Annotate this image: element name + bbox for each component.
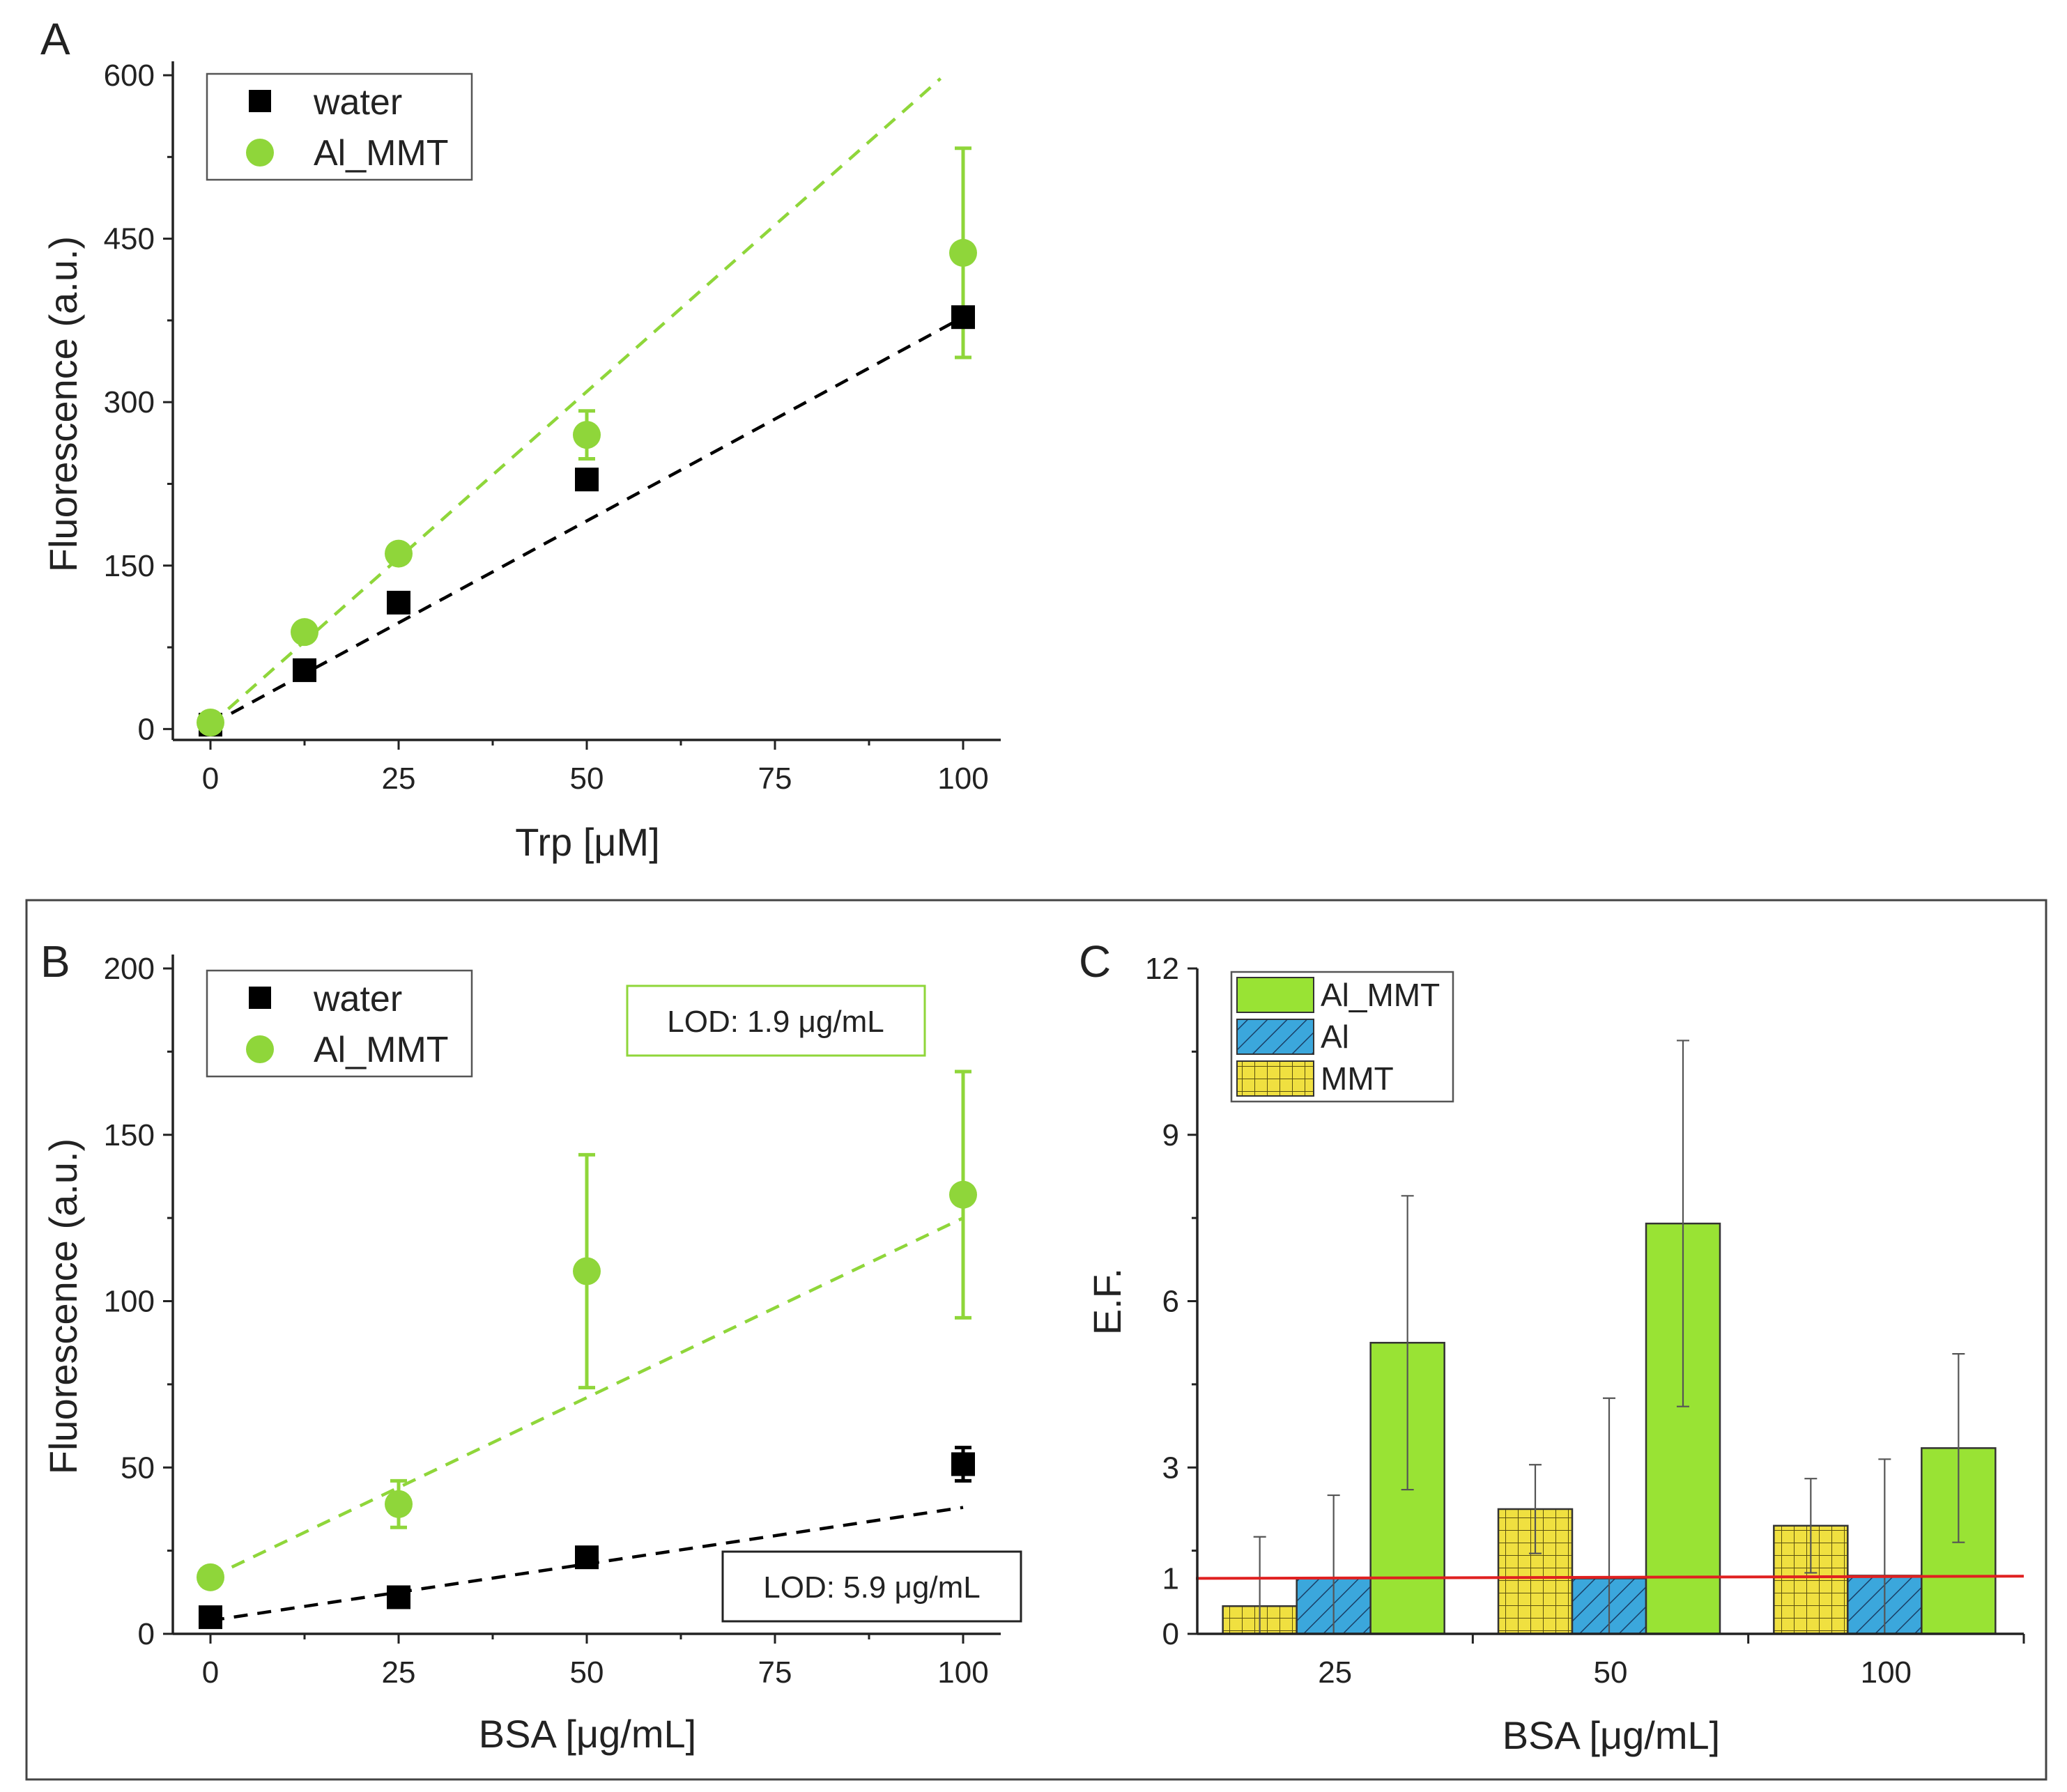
legend-almmt-label: Al_MMT bbox=[314, 1030, 449, 1070]
panel-b-axes bbox=[163, 955, 1001, 1644]
legend-almmt-swatch bbox=[1236, 977, 1314, 1013]
b-xtick-label: 50 bbox=[570, 1655, 604, 1690]
panel-a: A 0 25 50 75 100 0 150 300 450 600 Trp [… bbox=[40, 14, 1001, 864]
panel-b-error-bars bbox=[390, 1069, 971, 1529]
a-xtick-label: 0 bbox=[202, 762, 219, 796]
panel-c-axes bbox=[1188, 967, 2025, 1644]
c-xtick-label: 25 bbox=[1318, 1655, 1352, 1690]
c-ytick-label: 0 bbox=[1162, 1617, 1179, 1651]
panel-b-legend: water Al_MMT bbox=[206, 969, 473, 1078]
panel-c: C 25 50 100 0 3 6 9 12 1 BSA [μg/mL] E.F… bbox=[1079, 936, 2025, 1757]
water-point bbox=[575, 468, 599, 492]
al-mmt-point bbox=[385, 539, 413, 568]
legend-almmt-label: Al_MMT bbox=[1321, 977, 1440, 1013]
a-ytick-label: 450 bbox=[104, 222, 155, 256]
panel-a-fit-lines bbox=[209, 77, 965, 727]
b-ytick-label: 200 bbox=[104, 952, 155, 986]
water-point bbox=[199, 1605, 222, 1630]
panel-a-error-bars bbox=[578, 146, 971, 461]
legend-water-label: water bbox=[313, 82, 402, 123]
panel-bc-frame bbox=[25, 899, 2047, 1781]
lod-green-label: LOD: 1.9 μg/mL bbox=[667, 1005, 884, 1039]
c-x-axis-label: BSA [μg/mL] bbox=[1503, 1713, 1720, 1757]
water-point bbox=[387, 1585, 410, 1609]
b-xtick-label: 75 bbox=[758, 1655, 792, 1690]
a-ytick-label: 0 bbox=[138, 712, 155, 746]
fit-line bbox=[209, 316, 965, 727]
al-mmt-point bbox=[197, 1563, 224, 1591]
panel-b-letter: B bbox=[40, 936, 70, 987]
water-point bbox=[575, 1545, 599, 1570]
fit-line bbox=[210, 1216, 964, 1579]
panel-a-legend: water Al_MMT bbox=[206, 72, 473, 181]
b-ytick-label: 100 bbox=[104, 1285, 155, 1319]
a-xtick-label: 50 bbox=[570, 762, 604, 796]
legend-mmt-swatch bbox=[1236, 1060, 1314, 1097]
legend-al-swatch bbox=[1236, 1019, 1314, 1055]
b-xtick-label: 100 bbox=[937, 1655, 988, 1690]
c-ytick-label: 3 bbox=[1162, 1451, 1179, 1485]
legend-water-swatch bbox=[249, 90, 271, 112]
legend-almmt-label: Al_MMT bbox=[314, 133, 449, 173]
al-mmt-point bbox=[949, 238, 977, 267]
a-xtick-label: 25 bbox=[382, 762, 416, 796]
water-point bbox=[293, 658, 316, 682]
al-mmt-point bbox=[291, 618, 318, 647]
al-mmt-point bbox=[573, 421, 601, 449]
legend-mmt-label: MMT bbox=[1321, 1060, 1394, 1097]
b-y-axis-label: Fluorescence (a.u.) bbox=[41, 1138, 85, 1474]
b-ytick-label: 50 bbox=[121, 1451, 155, 1485]
lod-black-box bbox=[721, 1550, 1022, 1623]
b-ytick-label: 150 bbox=[104, 1118, 155, 1152]
panel-a-letter: A bbox=[40, 14, 70, 64]
a-y-axis-label: Fluorescence (a.u.) bbox=[41, 236, 85, 572]
b-x-axis-label: BSA [μg/mL] bbox=[479, 1712, 696, 1756]
panel-b-markers bbox=[197, 1180, 977, 1630]
a-xtick-label: 100 bbox=[937, 762, 988, 796]
al-mmt-point bbox=[197, 708, 224, 736]
c-xtick-label: 50 bbox=[1594, 1655, 1628, 1690]
water-point bbox=[951, 1452, 975, 1476]
b-ytick-label: 0 bbox=[138, 1617, 155, 1651]
c-y-axis-label: E.F. bbox=[1085, 1268, 1129, 1335]
water-point bbox=[951, 305, 975, 330]
c-xtick-label: 100 bbox=[1861, 1655, 1912, 1690]
panel-c-legend: Al_MMT Al MMT bbox=[1230, 971, 1454, 1103]
panel-c-error-bars bbox=[1253, 1040, 1965, 1635]
a-ytick-label: 600 bbox=[104, 59, 155, 93]
a-xtick-label: 75 bbox=[758, 762, 792, 796]
b-xtick-label: 0 bbox=[202, 1655, 219, 1690]
legend-water-label: water bbox=[313, 979, 402, 1019]
al-mmt-point bbox=[573, 1257, 601, 1285]
panel-a-markers bbox=[197, 238, 977, 737]
c-threshold-label: 1 bbox=[1162, 1561, 1179, 1596]
panel-b: B 0 25 50 75 100 0 50 100 150 200 BSA [μ… bbox=[40, 936, 1022, 1756]
fit-line bbox=[209, 77, 942, 726]
c-ytick-label: 9 bbox=[1162, 1118, 1179, 1152]
al-mmt-point bbox=[949, 1180, 977, 1209]
al-mmt-point bbox=[385, 1490, 413, 1518]
b-xtick-label: 25 bbox=[382, 1655, 416, 1690]
legend-al-label: Al bbox=[1321, 1019, 1349, 1055]
a-ytick-label: 150 bbox=[104, 549, 155, 583]
panel-a-axes bbox=[163, 61, 1001, 750]
c-ytick-label: 12 bbox=[1145, 952, 1179, 986]
c-ytick-label: 6 bbox=[1162, 1285, 1179, 1319]
a-x-axis-label: Trp [μM] bbox=[515, 820, 660, 864]
legend-almmt-swatch bbox=[246, 1035, 274, 1063]
water-point bbox=[387, 590, 410, 615]
legend-water-swatch bbox=[249, 987, 271, 1009]
threshold-line bbox=[1195, 1575, 2024, 1580]
legend-almmt-swatch bbox=[246, 139, 274, 167]
panel-c-letter: C bbox=[1079, 936, 1111, 987]
lod-black-label: LOD: 5.9 μg/mL bbox=[763, 1570, 980, 1605]
a-ytick-label: 300 bbox=[104, 385, 155, 419]
lod-green-box bbox=[626, 984, 926, 1057]
